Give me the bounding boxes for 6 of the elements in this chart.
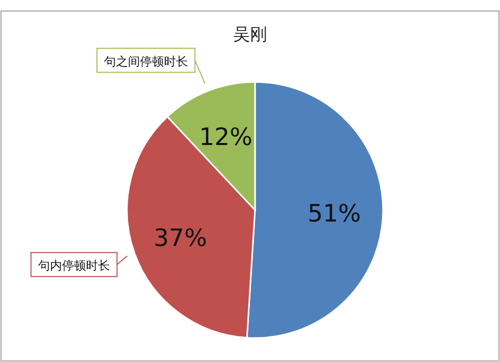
- data-label: 12%: [199, 123, 252, 152]
- data-label: 51%: [308, 199, 361, 228]
- slice-label: 句内停顿时长: [38, 258, 110, 273]
- data-label: 37%: [154, 224, 208, 252]
- chart-title: 吴刚: [233, 25, 267, 45]
- slice-label: 句之间停顿时长: [104, 54, 188, 68]
